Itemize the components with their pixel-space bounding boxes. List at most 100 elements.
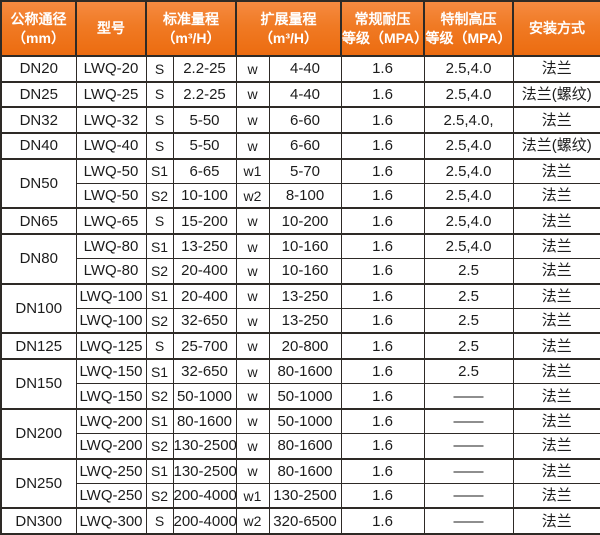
header-installation: 安装方式	[512, 0, 600, 57]
cell-ext-range: 10-160	[268, 232, 342, 260]
cell-normal-pressure: 1.6	[340, 383, 425, 410]
cell-std-code: S	[145, 507, 174, 535]
header-high-pressure-line1: 特制高压	[440, 11, 497, 28]
cell-high-pressure: 2.5	[423, 308, 514, 334]
header-extended-range: 扩展量程 （m³/H）	[235, 0, 342, 57]
header-row: 公称通径 （mm） 型号 标准量程 （m³/H） 扩展量程 （m³/H） 常规耐…	[0, 0, 600, 57]
cell-ext-range: 8-100	[268, 182, 342, 209]
cell-model: LWQ-250	[75, 457, 147, 484]
table-row: LWQ-200 S2 130-2500 w 80-1600 1.6 —— 法兰	[1, 433, 600, 459]
cell-install: 法兰	[512, 106, 600, 134]
cell-std-code: S1	[145, 358, 174, 385]
cell-normal-pressure: 1.6	[340, 182, 425, 209]
cell-install: 法兰(螺纹)	[512, 131, 600, 159]
table-row: LWQ-80 S2 20-400 w 10-160 1.6 2.5 法兰	[1, 258, 600, 285]
cell-high-pressure: ——	[423, 457, 514, 484]
cell-std-range: 6-65	[172, 157, 237, 184]
cell-install: 法兰	[512, 282, 600, 309]
header-model: 型号	[75, 0, 147, 57]
cell-normal-pressure: 1.6	[340, 80, 425, 108]
cell-std-code: S	[145, 332, 174, 360]
cell-std-code: S1	[145, 282, 174, 309]
cell-install: 法兰(螺纹)	[512, 80, 600, 108]
cell-ext-code: w	[235, 433, 270, 459]
cell-ext-code: w	[235, 332, 270, 360]
cell-install: 法兰	[512, 433, 600, 459]
cell-dn: DN150	[0, 358, 77, 410]
cell-high-pressure: ——	[423, 407, 514, 435]
cell-high-pressure: 2.5,4.0	[423, 157, 514, 184]
table-row: DN300 LWQ-300 S 200-4000 w2 320-6500 1.6…	[0, 507, 600, 535]
header-standard-range-line2: （m³/H）	[161, 29, 221, 46]
cell-ext-code: w1	[235, 482, 270, 509]
header-standard-range-line1: 标准量程	[163, 11, 219, 28]
header-model-label: 型号	[97, 20, 125, 37]
cell-std-range: 2.2-25	[172, 80, 237, 108]
cell-ext-range: 5-70	[268, 157, 342, 184]
table-row: DN32 LWQ-32 S 5-50 w 6-60 1.6 2.5,4.0, 法…	[0, 106, 600, 134]
cell-std-range: 10-100	[172, 182, 237, 209]
cell-normal-pressure: 1.6	[340, 308, 425, 334]
table-row: DN250 LWQ-250 S1 130-2500 w 80-1600 1.6 …	[0, 457, 600, 509]
cell-high-pressure: 2.5	[423, 358, 514, 385]
cell-model: LWQ-300	[75, 507, 147, 535]
cell-ext-range: 50-1000	[268, 383, 342, 410]
table-row: LWQ-100 S2 32-650 w 13-250 1.6 2.5 法兰	[1, 308, 600, 334]
cell-std-code: S	[145, 106, 174, 134]
cell-ext-range: 13-250	[268, 308, 342, 334]
cell-std-range: 5-50	[172, 131, 237, 159]
cell-std-range: 50-1000	[172, 383, 237, 410]
cell-std-range: 13-250	[172, 232, 237, 260]
cell-model: LWQ-100	[75, 308, 147, 334]
cell-std-code: S1	[145, 232, 174, 260]
cell-ext-range: 6-60	[268, 131, 342, 159]
cell-std-range: 15-200	[172, 207, 237, 235]
table-row: DN20 LWQ-20 S 2.2-25 w 4-40 1.6 2.5,4.0 …	[0, 55, 600, 83]
cell-ext-range: 320-6500	[268, 507, 342, 535]
cell-std-code: S	[145, 80, 174, 108]
cell-dn: DN80	[0, 232, 77, 285]
cell-std-range: 2.2-25	[172, 55, 237, 83]
cell-install: 法兰	[512, 232, 600, 260]
cell-ext-code: w2	[235, 507, 270, 535]
cell-std-code: S2	[145, 182, 174, 209]
cell-std-range: 32-650	[172, 308, 237, 334]
cell-std-range: 130-2500	[172, 433, 237, 459]
cell-dn: DN20	[0, 55, 77, 83]
cell-ext-code: w	[235, 80, 270, 108]
cell-ext-code: w	[235, 207, 270, 235]
header-nominal-diameter: 公称通径 （mm）	[0, 0, 77, 57]
cell-dn: DN100	[0, 282, 77, 334]
cell-std-code: S2	[145, 482, 174, 509]
cell-std-range: 80-1600	[172, 407, 237, 435]
cell-ext-code: w	[235, 308, 270, 334]
cell-ext-code: w	[235, 358, 270, 385]
cell-high-pressure: ——	[423, 383, 514, 410]
cell-std-code: S2	[145, 258, 174, 285]
cell-normal-pressure: 1.6	[340, 407, 425, 435]
cell-normal-pressure: 1.6	[340, 433, 425, 459]
cell-ext-range: 20-800	[268, 332, 342, 360]
header-high-pressure: 特制高压 等级（MPA）	[423, 0, 514, 57]
cell-std-code: S	[145, 131, 174, 159]
header-extended-range-line1: 扩展量程	[260, 11, 317, 28]
header-extended-range-line2: （m³/H）	[258, 29, 319, 46]
cell-model: LWQ-40	[75, 131, 147, 159]
header-normal-pressure: 常规耐压 等级（MPA）	[340, 0, 425, 57]
cell-ext-code: w	[235, 55, 270, 83]
cell-normal-pressure: 1.6	[340, 106, 425, 134]
cell-ext-range: 80-1600	[268, 457, 342, 484]
cell-high-pressure: 2.5	[423, 258, 514, 285]
cell-high-pressure: ——	[423, 507, 514, 535]
cell-ext-code: w	[235, 131, 270, 159]
header-nominal-diameter-line1: 公称通径	[10, 11, 67, 28]
table-row: LWQ-150 S2 50-1000 w 50-1000 1.6 —— 法兰	[1, 383, 600, 410]
cell-high-pressure: 2.5,4.0	[423, 131, 514, 159]
cell-ext-code: w	[235, 407, 270, 435]
cell-install: 法兰	[512, 157, 600, 184]
table-row: DN150 LWQ-150 S1 32-650 w 80-1600 1.6 2.…	[0, 358, 600, 410]
cell-high-pressure: 2.5,4.0	[423, 232, 514, 260]
header-nominal-diameter-line2: （mm）	[12, 29, 65, 46]
table-row: DN125 LWQ-125 S 25-700 w 20-800 1.6 2.5 …	[0, 332, 600, 360]
table-row: LWQ-250 S2 200-4000 w1 130-2500 1.6 —— 法…	[1, 482, 600, 509]
